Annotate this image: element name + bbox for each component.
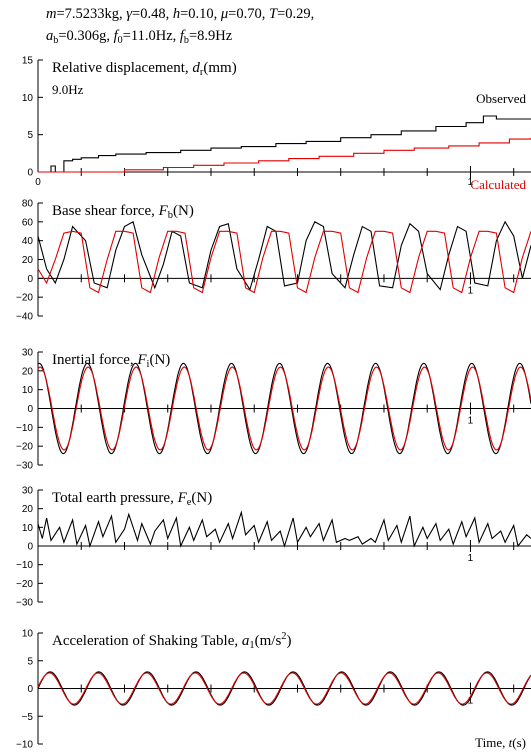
- series-line-calculated: [38, 137, 531, 173]
- y-tick-label: 0: [27, 684, 33, 695]
- y-tick-label: 20: [22, 366, 34, 377]
- chart-panel-3: −30 −20 −10 0 10 20 30 1 Inertial force, Fi​(N): [16, 348, 531, 472]
- y-tick-label: 15: [22, 56, 34, 67]
- y-tick-label: 5: [27, 130, 33, 141]
- x-tick-label: 1: [468, 177, 474, 188]
- y-tick-label: −20: [16, 293, 33, 304]
- chart-panel-1: 0 5 10 15 0 1 Relative displacement, dr​(mm) 9.…: [22, 56, 531, 192]
- x-tick-label: 1: [468, 285, 474, 296]
- x-tick-label: 1: [468, 416, 474, 427]
- y-tick-label: −20: [16, 579, 33, 590]
- y-tick-label: 30: [22, 348, 34, 359]
- y-tick-label: 10: [22, 385, 34, 396]
- y-tick-label: 0: [27, 274, 33, 285]
- panel-title: Relative displacement, dr​(mm): [52, 60, 237, 78]
- parameter-header-line-1: m=7.5233kg, γ=0.48, h=0.10, μ=0.70, T=0.…: [46, 6, 314, 22]
- y-tick-label: 20: [22, 255, 34, 266]
- y-tick-label: −5: [22, 712, 34, 723]
- series-line-observed: [38, 115, 531, 173]
- legend-calculated: Calculated: [470, 177, 526, 192]
- y-tick-label: 0: [27, 168, 33, 179]
- legend-observed: Observed: [476, 91, 526, 106]
- series-line-calculated: [37, 366, 531, 451]
- chart-panel-5: −10 −5 0 5 10 1 Acceleration of Shaking Table,…: [16, 629, 531, 751]
- y-tick-label: 30: [22, 486, 34, 497]
- x-axis-label: Time, t(s): [475, 735, 526, 750]
- y-tick-label: −10: [16, 560, 33, 571]
- chart-panel-4: −30 −20 −10 0 10 20 30 1 Total earth pressure, F…: [16, 486, 531, 609]
- y-tick-label: 40: [22, 236, 34, 247]
- y-tick-label: −30: [16, 461, 33, 472]
- y-tick-label: 0: [27, 404, 33, 415]
- x-tick-label: 0: [35, 177, 41, 188]
- x-tick-label: 1: [468, 553, 474, 564]
- y-tick-label: 10: [22, 629, 34, 640]
- y-tick-label: 5: [27, 656, 33, 667]
- y-tick-label: −20: [16, 442, 33, 453]
- panel-title: Acceleration of Shaking Table, a1​(m/s2​…: [52, 631, 292, 651]
- frequency-annotation: 9.0Hz: [52, 82, 84, 97]
- x-tick-label: 1: [468, 696, 474, 707]
- series-line-calculated: [37, 230, 531, 294]
- parameter-header-line-2: ab​=0.306g, f0​=11.0Hz, fb​=8.9Hz: [46, 28, 233, 46]
- panel-title: Base shear force, Fb​(N): [52, 203, 194, 221]
- series-line-observed: [37, 510, 531, 549]
- chart-panel-2: −40 −20 0 20 40 60 80 1 Base shear force, Fb​(N): [16, 199, 531, 323]
- y-tick-label: 0: [27, 542, 33, 553]
- y-tick-label: −30: [16, 598, 33, 609]
- y-tick-label: 80: [22, 199, 34, 210]
- y-tick-label: −10: [16, 740, 33, 751]
- series-line-observed: [37, 220, 531, 291]
- panel-title: Total earth pressure, Fe​(N): [52, 490, 212, 508]
- panel-title: Inertial force, Fi​(N): [52, 352, 170, 370]
- y-tick-label: −10: [16, 423, 33, 434]
- y-tick-label: 60: [22, 217, 34, 228]
- y-tick-label: 20: [22, 504, 34, 515]
- series-line-calculated: [37, 672, 531, 705]
- y-tick-label: 10: [22, 93, 34, 104]
- y-tick-label: −40: [16, 312, 33, 323]
- y-tick-label: 10: [22, 523, 34, 534]
